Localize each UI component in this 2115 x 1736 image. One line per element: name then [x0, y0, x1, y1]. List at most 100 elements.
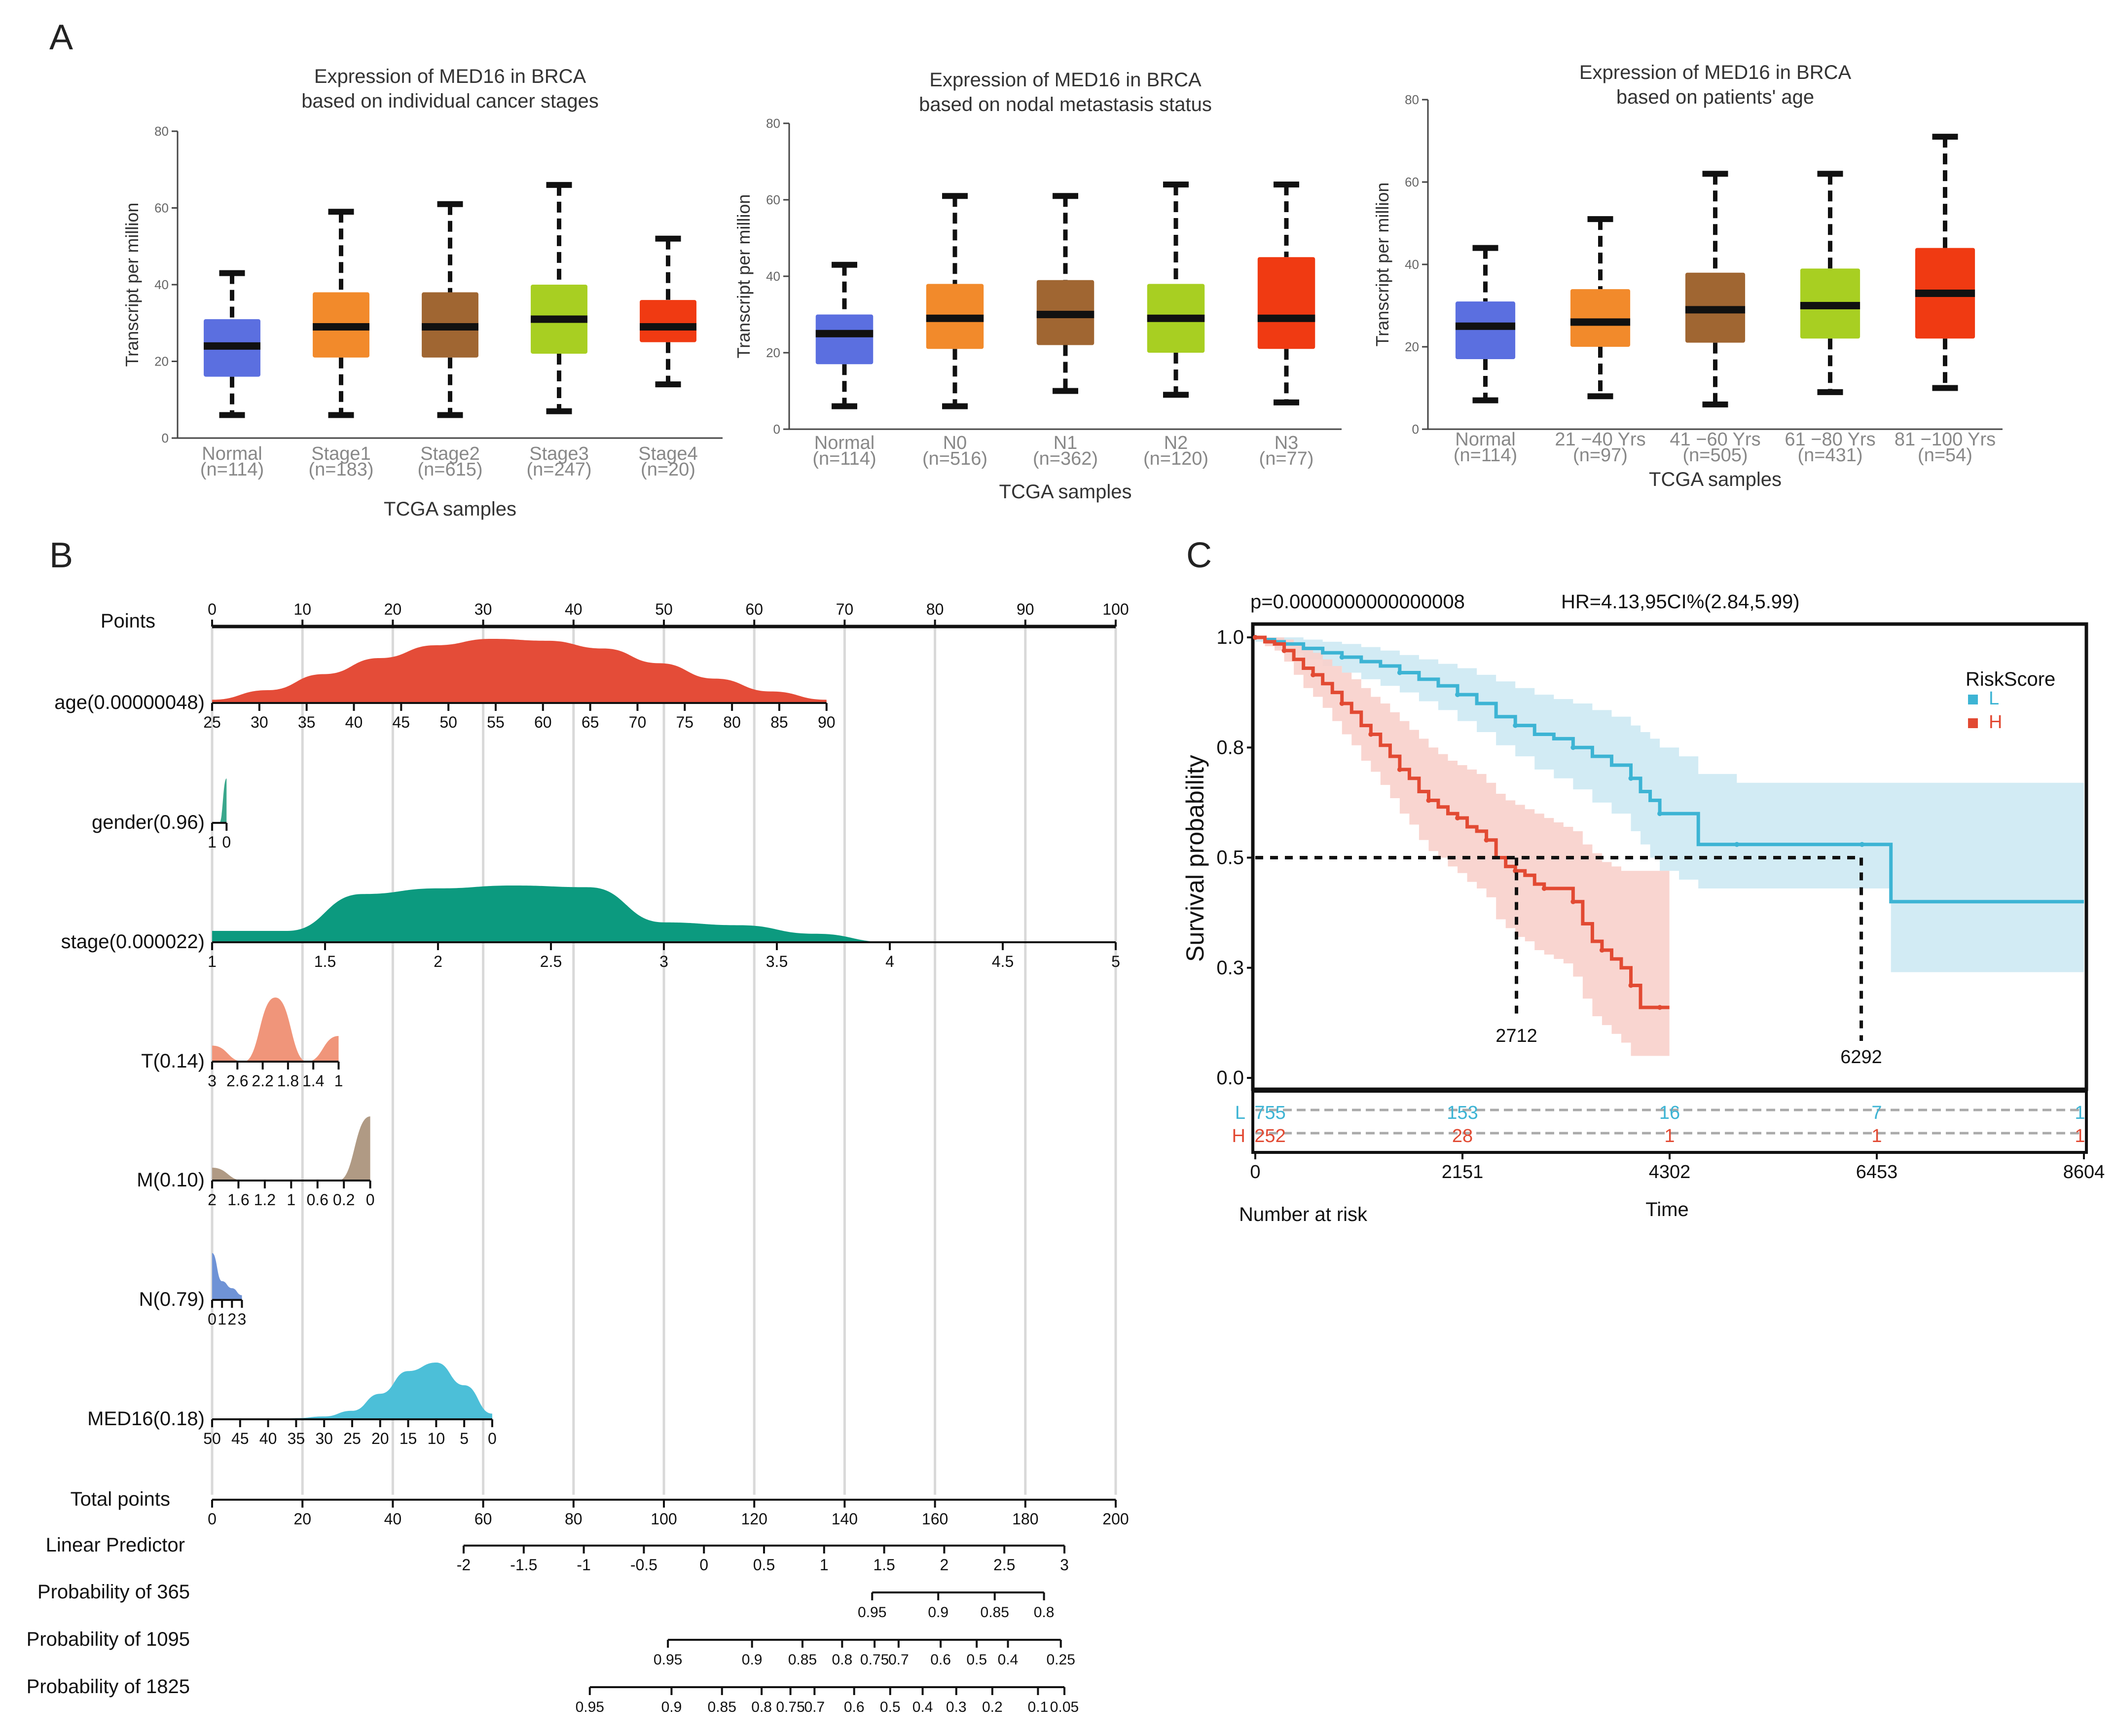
nomogram-tick-label: 0: [366, 1191, 375, 1209]
y-tick-label: 60: [766, 192, 780, 207]
nomogram-tick-label: 35: [298, 713, 316, 731]
probability-axis-title: Probability of 1095: [27, 1628, 190, 1650]
x-tick-count: (n=54): [1918, 445, 1972, 466]
nomogram-tick-label: 0.4: [998, 1652, 1019, 1668]
nomogram-tick-label: 60: [534, 713, 552, 731]
x-tick-label: Stage2: [420, 443, 479, 464]
nomogram-tick-label: 2.5: [993, 1556, 1015, 1574]
nomogram-tick-label: 0.9: [742, 1652, 763, 1668]
nomogram-variable-label: M(0.10): [137, 1169, 205, 1191]
nomogram-tick-label: 50: [439, 713, 457, 731]
y-tick-label: 40: [154, 277, 169, 292]
nomogram-tick-label: 0.75: [776, 1699, 804, 1715]
km-censor-mark: [1657, 811, 1663, 816]
box-iqr: [640, 300, 696, 342]
nomogram-tick-label: 0.7: [888, 1652, 909, 1668]
chart-title: Expression of MED16 in BRCA: [929, 69, 1202, 91]
x-axis-title: TCGA samples: [384, 498, 516, 520]
p-value-text: p=0.0000000000000008: [1250, 591, 1465, 613]
nomogram-tick-label: -2: [457, 1556, 471, 1574]
nomogram-tick-label: 40: [384, 1510, 402, 1528]
nomogram-tick-label: 0.05: [1050, 1699, 1079, 1715]
nomogram-tick-label: 2: [434, 953, 442, 970]
box-iqr: [815, 314, 874, 365]
nomogram-density: [212, 886, 1116, 942]
nomogram-tick-label: 1: [820, 1556, 829, 1574]
nomogram-tick-label: 70: [629, 713, 647, 731]
probability-axis-title: Probability of 1825: [27, 1676, 190, 1698]
nomogram-tick-label: 0.8: [751, 1699, 772, 1715]
x-axis-title: TCGA samples: [999, 481, 1132, 503]
nomogram-tick-label: 35: [288, 1430, 305, 1447]
nomogram-variable-label: stage(0.000022): [61, 931, 205, 953]
x-tick-count: (n=505): [1682, 445, 1748, 466]
nomogram-tick-label: 55: [487, 713, 505, 731]
nomogram-tick-label: 0.85: [981, 1604, 1009, 1621]
nomogram-tick-label: 50: [655, 600, 673, 618]
y-tick-label: 1.0: [1216, 627, 1244, 648]
risk-table-title: Number at risk: [1239, 1204, 1368, 1225]
x-tick-label: N3: [1275, 433, 1299, 453]
nomogram-tick-label: -1.5: [510, 1556, 537, 1574]
nomogram-tick-label: 0.8: [832, 1652, 852, 1668]
nomogram-tick-label: 40: [565, 600, 583, 618]
nomogram-tick-label: 0.5: [753, 1556, 775, 1574]
x-tick-label: Normal: [814, 433, 875, 453]
nomogram-tick-label: 1.4: [302, 1072, 324, 1090]
nomogram-tick-label: 0.2: [982, 1699, 1003, 1715]
y-tick-label: 80: [154, 124, 169, 139]
nomogram-variable-label: T(0.14): [141, 1050, 205, 1072]
km-censor-mark: [1253, 635, 1258, 640]
risk-table-row-name: L: [1235, 1103, 1245, 1123]
x-tick-count: (n=431): [1797, 445, 1862, 466]
x-tick-count: (n=114): [200, 459, 264, 480]
nomogram-tick-label: 90: [1017, 600, 1034, 618]
x-tick-count: (n=114): [1454, 445, 1517, 466]
nomogram-tick-label: 3: [659, 953, 668, 970]
nomogram-tick-label: 30: [315, 1430, 333, 1447]
legend-title: RiskScore: [1966, 668, 2055, 690]
nomogram-tick-label: 0.9: [661, 1699, 682, 1715]
nomogram-tick-label: 1: [287, 1191, 295, 1209]
nomogram-tick-label: 0.25: [1046, 1652, 1075, 1668]
nomogram-tick-label: 1.6: [227, 1191, 249, 1209]
nomogram-variable-label: gender(0.96): [92, 812, 205, 833]
x-tick-count: (n=247): [526, 459, 591, 480]
x-tick-label: 61 −80 Yrs: [1785, 429, 1875, 450]
nomogram-tick-label: 20: [293, 1510, 311, 1528]
x-tick-label: Stage1: [311, 443, 370, 464]
nomogram-tick-label: 60: [474, 1510, 492, 1528]
x-axis-title: TCGA samples: [1649, 469, 1782, 490]
nomogram-density: [212, 1253, 242, 1300]
km-censor-mark: [1657, 1005, 1663, 1010]
nomogram-density: [212, 778, 227, 823]
y-tick-label: 40: [1405, 257, 1419, 272]
nomogram-tick-label: 1.8: [277, 1072, 299, 1090]
y-tick-label: 80: [766, 116, 780, 131]
nomogram-tick-label: 10: [428, 1430, 445, 1447]
nomogram-tick-label: 20: [384, 600, 402, 618]
y-tick-label: 0.5: [1216, 847, 1244, 869]
legend-swatch: [1968, 695, 1978, 704]
nomogram-tick-label: 10: [293, 600, 311, 618]
km-censor-mark: [1484, 837, 1489, 843]
nomogram-tick-label: 3: [238, 1310, 247, 1328]
km-confidence-band: [1255, 637, 2084, 972]
km-censor-mark: [1311, 672, 1316, 677]
x-tick-label: 4302: [1649, 1162, 1691, 1182]
nomogram-tick-label: 0.95: [858, 1604, 886, 1621]
panel-letter-c: C: [1186, 536, 1212, 575]
km-censor-mark: [1513, 868, 1518, 874]
legend-label: L: [1989, 688, 1999, 709]
km-censor-mark: [1455, 815, 1460, 821]
nomogram-tick-label: 75: [676, 713, 693, 731]
km-censor-mark: [1570, 899, 1576, 904]
nomogram-tick-label: 0.75: [860, 1652, 889, 1668]
nomogram-tick-label: 0: [208, 1310, 217, 1328]
nomogram-tick-label: 2.5: [540, 953, 562, 970]
km-censor-mark: [1628, 983, 1634, 988]
y-tick-label: 20: [154, 354, 169, 369]
x-tick-label: Normal: [1455, 429, 1515, 450]
x-tick-count: (n=362): [1033, 448, 1098, 469]
